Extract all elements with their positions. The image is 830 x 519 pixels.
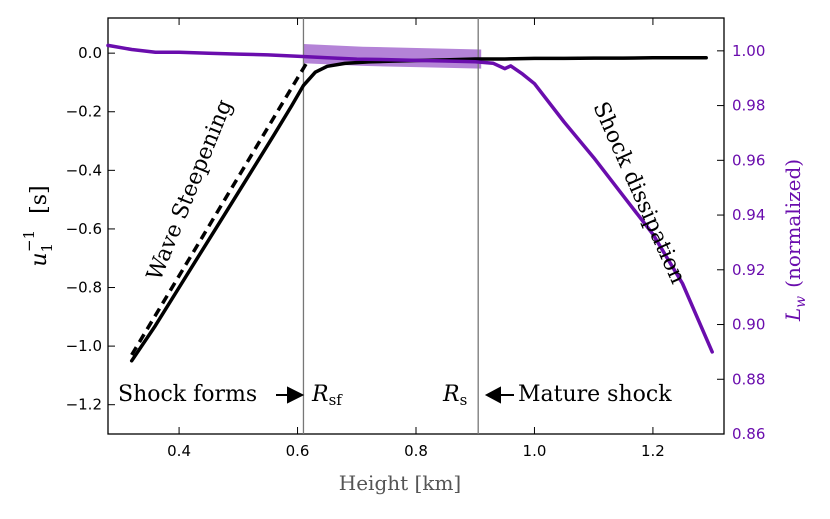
y-right-tick-label: 1.00 — [732, 42, 765, 60]
mature-shock-label: Mature shock — [518, 382, 672, 407]
shock-forms-label: Shock forms — [118, 382, 257, 407]
x-axis-label: Height [km] — [339, 471, 461, 495]
arrow-left-icon — [484, 386, 514, 404]
series-line-luminosity — [106, 43, 714, 354]
wave-steepening-label: Wave Steepening — [142, 96, 237, 284]
x-tick-label: 0.6 — [286, 442, 310, 460]
series-line-u1-inverse-fit — [130, 62, 308, 356]
svg-text:u1−1[s]: u1−1[s] — [20, 185, 56, 266]
y-right-tick-label: 0.86 — [732, 425, 765, 443]
vline-label-rsf: Rsf — [311, 382, 343, 409]
y-left-tick-label: −0.6 — [66, 220, 102, 238]
series-line-u1-inverse — [129, 56, 708, 363]
y-left-tick-label: −1.0 — [66, 337, 102, 355]
y-right-tick-label: 0.92 — [732, 261, 765, 279]
x-tick-label: 0.4 — [167, 442, 191, 460]
y-right-tick-label: 0.88 — [732, 370, 765, 388]
y-left-axis-label: u1−1[s] — [20, 185, 56, 266]
y-left-tick-label: −0.2 — [66, 103, 102, 121]
ticks-layer: 0.4 0.6 0.8 1.0 1.2 0.0 −0.2 −0.4 −0.6 −0.8 −1.0 −1… — [66, 18, 765, 460]
arrow-right-icon — [276, 386, 305, 404]
y-right-tick-label: 0.96 — [732, 151, 765, 169]
y-left-tick-label: −0.8 — [66, 279, 102, 297]
y-left-tick-label: −0.4 — [66, 161, 102, 179]
vline-label-rs: Rs — [442, 382, 467, 409]
vertical-lines-layer — [302, 18, 479, 434]
plot-frame — [107, 17, 725, 435]
x-tick-label: 0.8 — [404, 442, 428, 460]
x-tick-label: 1.2 — [641, 442, 665, 460]
svg-text:Lw(normalized): Lw(normalized) — [781, 159, 809, 322]
y-left-tick-label: −1.2 — [66, 396, 102, 414]
y-right-tick-label: 0.90 — [732, 316, 765, 334]
y-left-tick-label: 0.0 — [78, 44, 102, 62]
y-right-tick-label: 0.94 — [732, 206, 765, 224]
series-layer — [106, 43, 714, 363]
shock-dissipation-label: Shock dissipation — [588, 98, 691, 288]
x-tick-label: 1.0 — [523, 442, 547, 460]
y-right-axis-label: Lw(normalized) — [781, 159, 809, 322]
y-right-tick-label: 0.98 — [732, 97, 765, 115]
